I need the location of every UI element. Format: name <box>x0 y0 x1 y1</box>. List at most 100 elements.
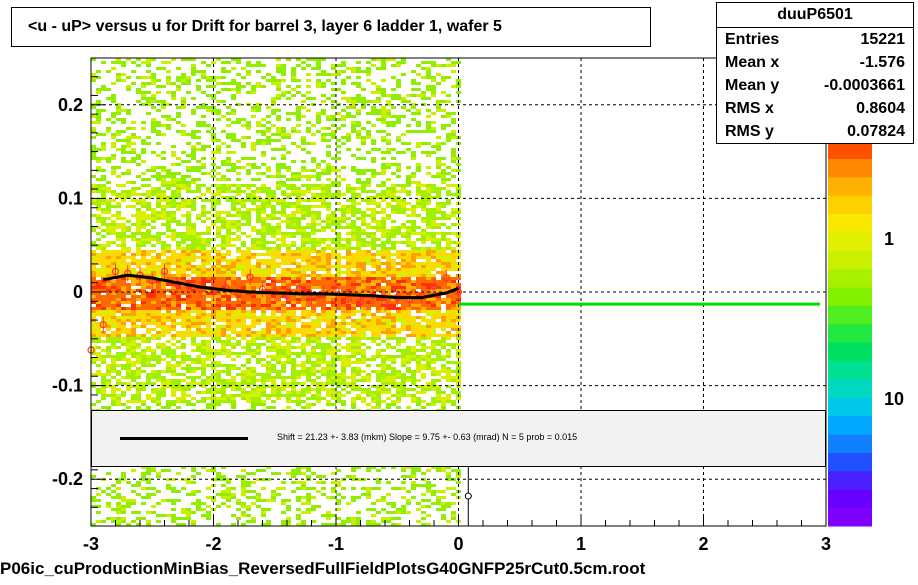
heatmap-cell <box>386 247 391 250</box>
heatmap-cell <box>181 160 186 163</box>
heatmap-cell <box>201 346 206 349</box>
heatmap-cell <box>381 400 386 403</box>
heatmap-cell <box>216 100 221 103</box>
heatmap-cell <box>111 121 116 124</box>
heatmap-cell <box>256 400 261 403</box>
heatmap-cell <box>321 388 326 391</box>
heatmap-cell <box>361 283 366 286</box>
heatmap-cell <box>231 151 236 154</box>
heatmap-cell <box>236 334 241 337</box>
heatmap-cell <box>306 325 311 328</box>
heatmap-cell <box>201 238 206 241</box>
heatmap-cell <box>241 211 246 214</box>
heatmap-cell <box>251 190 256 193</box>
heatmap-cell <box>171 391 176 394</box>
heatmap-cell <box>331 82 336 85</box>
heatmap-cell <box>196 244 201 247</box>
heatmap-cell <box>361 322 366 325</box>
heatmap-cell <box>201 115 206 118</box>
heatmap-cell <box>366 181 371 184</box>
heatmap-cell <box>156 178 161 181</box>
heatmap-cell <box>181 187 186 190</box>
heatmap-cell <box>96 190 101 193</box>
heatmap-cell <box>366 274 371 277</box>
heatmap-cell <box>201 241 206 244</box>
heatmap-cell <box>366 379 371 382</box>
heatmap-cell <box>116 235 121 238</box>
heatmap-cell <box>121 73 126 76</box>
heatmap-cell <box>361 334 366 337</box>
heatmap-cell <box>376 253 381 256</box>
heatmap-cell <box>271 76 276 79</box>
heatmap-cell <box>161 331 166 334</box>
heatmap-cell <box>306 289 311 292</box>
heatmap-cell <box>221 364 226 367</box>
heatmap-cell <box>371 337 376 340</box>
heatmap-cell <box>241 202 246 205</box>
heatmap-cell <box>141 400 146 403</box>
heatmap-cell <box>171 502 176 505</box>
heatmap-cell <box>161 349 166 352</box>
heatmap-cell <box>376 97 381 100</box>
heatmap-cell <box>136 355 141 358</box>
heatmap-cell <box>306 343 311 346</box>
heatmap-cell <box>251 202 256 205</box>
heatmap-cell <box>101 286 106 289</box>
heatmap-cell <box>101 148 106 151</box>
heatmap-cell <box>296 91 301 94</box>
heatmap-cell <box>191 253 196 256</box>
heatmap-cell <box>301 67 306 70</box>
heatmap-cell <box>306 97 311 100</box>
heatmap-cell <box>161 100 166 103</box>
heatmap-cell <box>111 322 116 325</box>
heatmap-cell <box>136 223 141 226</box>
heatmap-cell <box>386 100 391 103</box>
heatmap-cell <box>91 127 96 130</box>
heatmap-cell <box>161 319 166 322</box>
heatmap-cell <box>311 283 316 286</box>
heatmap-cell <box>361 268 366 271</box>
heatmap-cell <box>136 193 141 196</box>
heatmap-cell <box>221 343 226 346</box>
heatmap-cell <box>341 298 346 301</box>
heatmap-cell <box>206 124 211 127</box>
heatmap-cell <box>176 385 181 388</box>
heatmap-cell <box>341 373 346 376</box>
heatmap-cell <box>271 190 276 193</box>
heatmap-cell <box>341 220 346 223</box>
heatmap-cell <box>381 253 386 256</box>
heatmap-cell <box>241 487 246 490</box>
heatmap-cell <box>326 115 331 118</box>
heatmap-cell <box>356 328 361 331</box>
heatmap-cell <box>286 268 291 271</box>
heatmap-cell <box>176 274 181 277</box>
heatmap-cell <box>176 388 181 391</box>
heatmap-cell <box>156 304 161 307</box>
heatmap-cell <box>196 319 201 322</box>
heatmap-cell <box>206 187 211 190</box>
heatmap-cell <box>306 493 311 496</box>
heatmap-cell <box>96 280 101 283</box>
heatmap-cell <box>236 385 241 388</box>
heatmap-cell <box>126 364 131 367</box>
heatmap-cell <box>276 97 281 100</box>
heatmap-cell <box>131 142 136 145</box>
heatmap-cell <box>191 301 196 304</box>
heatmap-cell <box>231 343 236 346</box>
heatmap-cell <box>166 76 171 79</box>
heatmap-cell <box>151 337 156 340</box>
heatmap-cell <box>121 79 126 82</box>
heatmap-cell <box>141 358 146 361</box>
heatmap-cell <box>321 349 326 352</box>
heatmap-cell <box>276 370 281 373</box>
heatmap-cell <box>236 259 241 262</box>
heatmap-cell <box>206 274 211 277</box>
heatmap-cell <box>171 370 176 373</box>
heatmap-cell <box>136 265 141 268</box>
heatmap-cell <box>376 277 381 280</box>
heatmap-cell <box>251 253 256 256</box>
heatmap-cell <box>151 388 156 391</box>
heatmap-cell <box>331 295 336 298</box>
heatmap-cell <box>301 139 306 142</box>
heatmap-cell <box>201 76 206 79</box>
